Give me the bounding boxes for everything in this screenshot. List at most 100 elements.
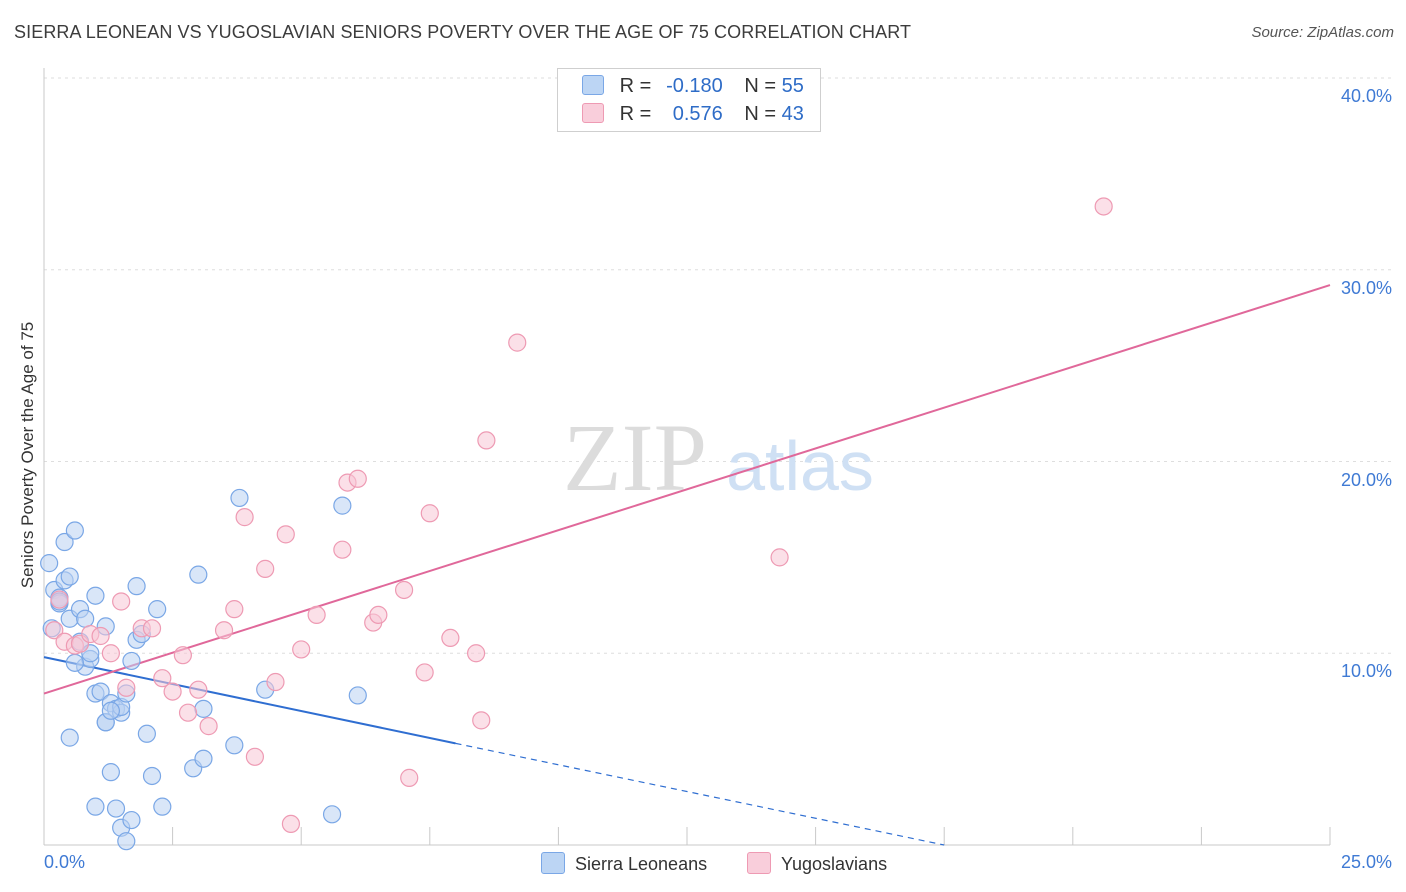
point-sierra-leonean: [65, 653, 84, 672]
point-sierra-leonean: [194, 749, 213, 768]
point-sierra-leonean: [101, 763, 120, 782]
point-yugoslavian: [508, 333, 527, 352]
point-sierra-leonean: [348, 686, 367, 705]
trend-line-extension-0: [455, 742, 945, 846]
point-sierra-leonean: [106, 799, 126, 818]
y-axis-label: Seniors Poverty Over the Age of 75: [18, 321, 37, 589]
point-yugoslavian: [415, 663, 434, 682]
legend-r-value: 0.576: [672, 103, 723, 125]
point-sierra-leonean: [225, 736, 244, 755]
bottom-legend-sierra-leoneans: Sierra Leoneans: [541, 852, 707, 875]
trend-lines: [43, 284, 1331, 846]
point-yugoslavian: [178, 703, 198, 722]
point-sierra-leonean: [142, 766, 162, 786]
point-sierra-leonean: [117, 832, 136, 851]
x-tick-label-max: 25.0%: [1340, 852, 1392, 872]
point-yugoslavian: [153, 669, 172, 688]
point-sierra-leonean: [322, 805, 342, 824]
point-sierra-leonean: [65, 521, 84, 540]
point-yugoslavian: [1094, 197, 1113, 216]
point-yugoslavian: [245, 747, 265, 766]
point-yugoslavian: [45, 621, 64, 640]
point-yugoslavian: [142, 619, 162, 638]
point-sierra-leonean: [137, 724, 156, 743]
point-sierra-leonean: [122, 651, 141, 671]
point-sierra-leonean: [148, 600, 167, 619]
legend-r-value: -0.180: [666, 75, 723, 97]
point-yugoslavian: [117, 678, 136, 697]
gridlines: [44, 77, 1395, 654]
point-yugoslavian: [400, 768, 419, 787]
point-sierra-leonean: [60, 728, 79, 747]
watermark-atlas: atlas: [726, 427, 874, 505]
point-sierra-leonean: [230, 488, 249, 508]
watermark-zip: ZIP: [563, 404, 707, 511]
point-sierra-leonean: [189, 565, 208, 584]
point-yugoslavian: [281, 814, 301, 834]
bottom-legend-yugoslavians: Yugoslavians: [747, 852, 887, 875]
point-yugoslavian: [276, 525, 295, 544]
point-yugoslavian: [307, 605, 326, 625]
point-yugoslavian: [235, 508, 254, 527]
bottom-legend-swatch-blue: [541, 852, 565, 874]
legend-row-yugoslavian: R = 0.576 N = 43: [582, 103, 804, 126]
legend-r-label: R =: [619, 103, 652, 125]
point-yugoslavian: [91, 626, 110, 646]
point-yugoslavian: [214, 621, 234, 640]
point-yugoslavian: [420, 504, 439, 523]
point-yugoslavian: [441, 628, 460, 648]
bottom-legend-swatch-pink: [747, 852, 771, 874]
point-yugoslavian: [225, 600, 244, 619]
y-tick-label: 30.0%: [1340, 277, 1392, 298]
legend-n-value: 55: [781, 75, 804, 97]
point-sierra-leonean: [60, 567, 79, 586]
point-yugoslavian: [50, 590, 69, 609]
point-yugoslavian: [348, 469, 367, 488]
trend-line-1: [43, 284, 1331, 695]
point-sierra-leonean: [194, 699, 213, 718]
point-yugoslavian: [256, 559, 275, 578]
point-yugoslavian: [472, 711, 491, 730]
point-sierra-leonean: [91, 682, 110, 701]
legend-n-label: N =: [744, 103, 777, 125]
point-yugoslavian: [466, 644, 486, 663]
point-sierra-leonean: [76, 609, 95, 628]
correlation-legend: R = -0.180 N = 55 R = 0.576 N = 43: [557, 68, 821, 132]
point-sierra-leonean: [127, 577, 146, 596]
point-sierra-leonean: [333, 496, 352, 515]
legend-swatch-blue: [582, 75, 604, 95]
legend-r-label: R =: [619, 75, 652, 97]
data-points: [40, 197, 1113, 851]
point-sierra-leonean: [101, 701, 120, 720]
x-tick-label-min: 0.0%: [44, 852, 86, 872]
y-tick-label: 10.0%: [1340, 661, 1392, 682]
point-sierra-leonean: [122, 810, 141, 830]
point-yugoslavian: [173, 646, 192, 665]
point-yugoslavian: [394, 580, 414, 600]
point-sierra-leonean: [55, 532, 74, 552]
point-yugoslavian: [369, 605, 388, 625]
bottom-legend-label: Yugoslavians: [781, 854, 888, 874]
point-yugoslavian: [163, 682, 182, 701]
bottom-legend-label: Sierra Leoneans: [575, 854, 708, 874]
point-sierra-leonean: [40, 554, 59, 573]
point-yugoslavian: [292, 640, 311, 659]
point-yugoslavian: [477, 431, 496, 450]
point-yugoslavian: [112, 592, 131, 611]
legend-n-label: N =: [744, 75, 777, 97]
point-sierra-leonean: [86, 586, 105, 605]
y-tick-label: 20.0%: [1340, 469, 1392, 490]
point-yugoslavian: [189, 680, 208, 699]
point-sierra-leonean: [153, 797, 172, 816]
source-credit: Source: ZipAtlas.com: [1251, 24, 1394, 41]
point-yugoslavian: [101, 644, 120, 663]
point-yugoslavian: [333, 540, 352, 559]
point-yugoslavian: [266, 672, 285, 692]
point-yugoslavian: [199, 717, 218, 736]
axes: [43, 68, 1331, 846]
watermark: ZIP atlas: [563, 404, 874, 511]
point-yugoslavian: [770, 548, 789, 567]
legend-n-value: 43: [781, 103, 804, 125]
chart-title: SIERRA LEONEAN VS YUGOSLAVIAN SENIORS PO…: [14, 22, 912, 42]
